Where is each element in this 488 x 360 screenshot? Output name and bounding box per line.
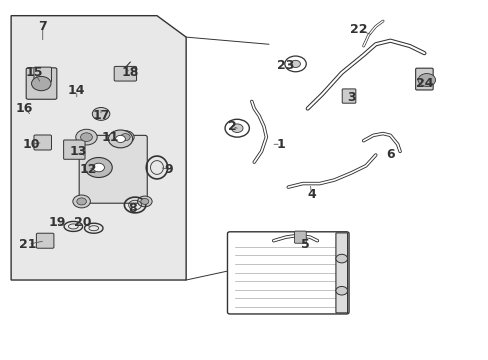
Circle shape <box>290 60 300 67</box>
Circle shape <box>335 287 347 295</box>
Text: 6: 6 <box>385 148 394 162</box>
Circle shape <box>116 135 125 143</box>
Circle shape <box>81 133 92 141</box>
Text: 3: 3 <box>346 91 355 104</box>
Text: 19: 19 <box>48 216 66 229</box>
FancyBboxPatch shape <box>34 135 51 150</box>
FancyBboxPatch shape <box>36 233 54 248</box>
Circle shape <box>76 129 97 145</box>
Text: 12: 12 <box>79 163 97 176</box>
Circle shape <box>93 163 104 172</box>
Circle shape <box>285 56 305 72</box>
Text: 2: 2 <box>227 120 236 133</box>
FancyBboxPatch shape <box>34 67 51 82</box>
Circle shape <box>108 130 132 148</box>
Text: 4: 4 <box>306 188 315 201</box>
Circle shape <box>31 76 51 91</box>
FancyBboxPatch shape <box>63 140 85 159</box>
Text: 7: 7 <box>38 20 47 33</box>
Circle shape <box>335 254 347 263</box>
Text: 8: 8 <box>128 202 137 215</box>
Text: 21: 21 <box>20 238 37 251</box>
Text: 14: 14 <box>68 84 85 97</box>
FancyBboxPatch shape <box>294 231 305 243</box>
Text: 9: 9 <box>164 163 173 176</box>
Text: 18: 18 <box>122 66 139 79</box>
Text: 24: 24 <box>415 77 432 90</box>
Circle shape <box>116 131 134 144</box>
Text: 1: 1 <box>276 138 285 151</box>
Circle shape <box>85 157 112 177</box>
Text: 5: 5 <box>300 238 309 251</box>
Circle shape <box>92 108 110 120</box>
Text: 13: 13 <box>69 145 87 158</box>
Polygon shape <box>11 16 186 280</box>
FancyBboxPatch shape <box>227 232 348 314</box>
Text: 22: 22 <box>349 23 367 36</box>
Circle shape <box>121 134 130 141</box>
Text: 17: 17 <box>92 109 110 122</box>
Circle shape <box>137 196 152 207</box>
Circle shape <box>417 73 435 86</box>
FancyBboxPatch shape <box>79 135 147 203</box>
Text: 16: 16 <box>16 102 33 115</box>
FancyBboxPatch shape <box>114 66 136 81</box>
Circle shape <box>73 195 90 208</box>
FancyBboxPatch shape <box>415 68 432 90</box>
Circle shape <box>224 119 249 137</box>
Circle shape <box>231 124 243 132</box>
FancyBboxPatch shape <box>342 89 355 103</box>
Text: 15: 15 <box>26 66 43 79</box>
Text: 23: 23 <box>277 59 294 72</box>
Text: 20: 20 <box>74 216 92 229</box>
FancyBboxPatch shape <box>335 233 347 313</box>
FancyBboxPatch shape <box>26 68 57 99</box>
Circle shape <box>141 198 148 204</box>
Text: 10: 10 <box>23 138 40 151</box>
Circle shape <box>77 198 86 205</box>
Text: 11: 11 <box>102 131 119 144</box>
